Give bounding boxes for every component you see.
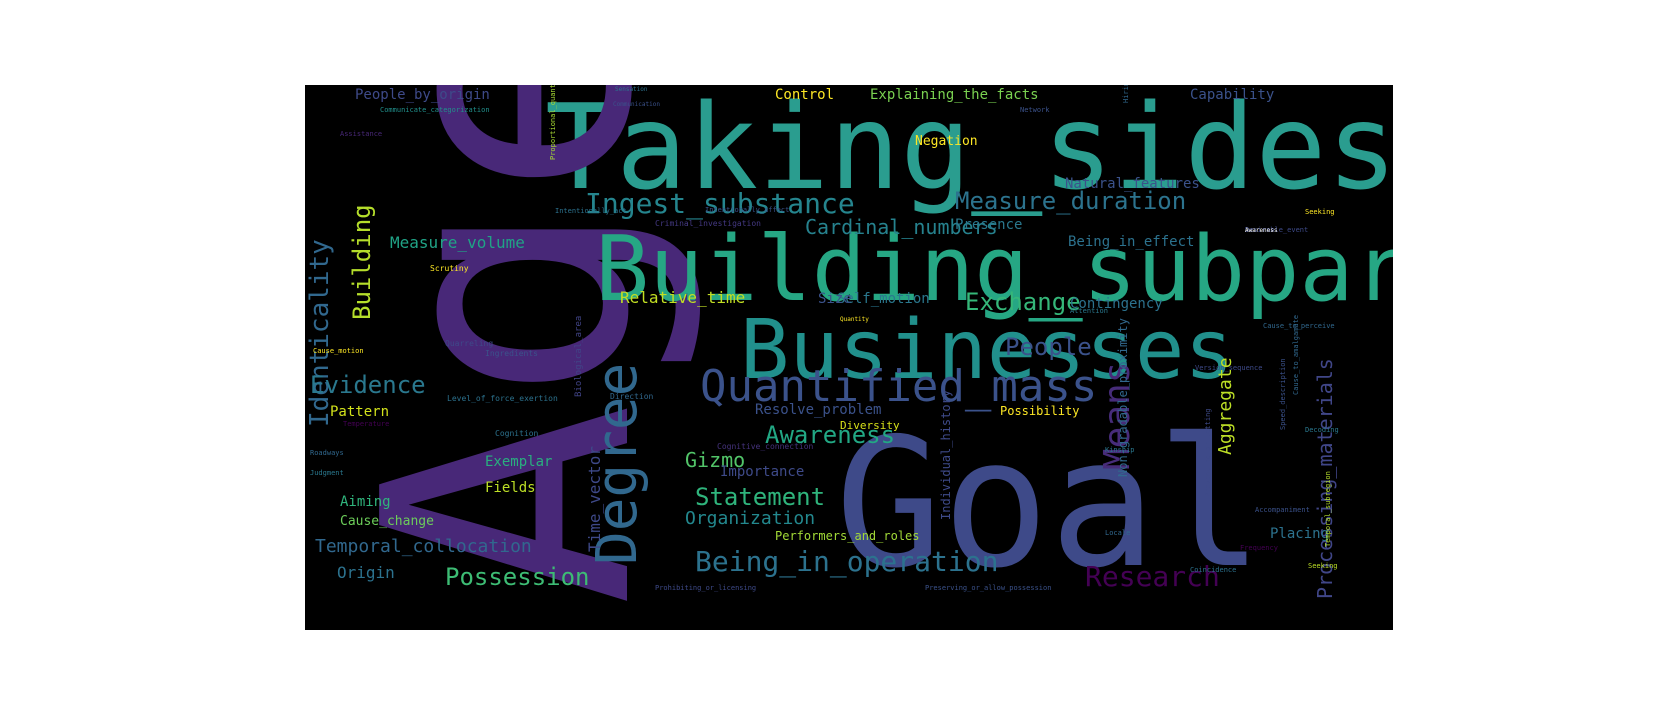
word-cloud-word: Preventing_or_letting [1204, 408, 1212, 497]
word-cloud-word: Preserving_or_allow_possession [925, 584, 1052, 592]
word-cloud-word: Exchange [965, 288, 1081, 316]
word-cloud-word: Communication [613, 101, 660, 108]
word-cloud-word: Taking_sides [545, 85, 1393, 216]
word-cloud-word: Assistance [340, 130, 383, 138]
word-cloud-word: Accompaniment [1255, 506, 1310, 514]
word-cloud-word: Coincidence [1190, 566, 1237, 574]
word-cloud-word: Cardinal_numbers [805, 215, 998, 239]
word-cloud-word: Resolve_problem [755, 402, 882, 418]
word-cloud-word: Attention [1070, 307, 1108, 315]
word-cloud-word: Size [818, 291, 852, 307]
word-cloud-word: Direction [610, 392, 654, 401]
word-cloud-word: Quantity [840, 316, 869, 323]
word-cloud-word: Time_vector [585, 446, 604, 552]
word-cloud-word: Network [1020, 106, 1050, 114]
word-cloud-word: Biological_area [574, 315, 584, 397]
word-cloud-word: Importance [720, 464, 805, 480]
word-cloud-word: Quarreling [445, 339, 494, 348]
word-cloud-word: Desirable_event [1245, 226, 1309, 234]
word-cloud-word: Aiming [340, 494, 391, 510]
word-cloud-word: Hiring [1122, 85, 1130, 103]
word-cloud-word: Temperature [343, 420, 390, 428]
word-cloud-word: Being_in_operation [695, 545, 999, 578]
word-cloud-word: Seeking [1308, 562, 1338, 570]
word-cloud-word: Relative_time [620, 288, 746, 307]
word-cloud-word: Possibility [1000, 404, 1080, 418]
word-cloud-word: Proportional_quantity [549, 85, 557, 160]
word-cloud-word: Control [775, 87, 835, 103]
word-cloud-word: Intentionally_affect [705, 206, 790, 214]
word-cloud-word: Ingredients [485, 349, 538, 358]
word-cloud-word: Gizmo [685, 448, 746, 472]
word-cloud-word: Quantified_mass [700, 361, 1098, 412]
word-cloud-word: Decoding [1305, 426, 1339, 434]
word-cloud-word: Prohibiting_or_licensing [655, 584, 757, 592]
word-cloud-word: Communicate_categorization [380, 106, 490, 114]
word-cloud-word: Ingest_substance [585, 187, 855, 220]
word-cloud-word: Diversity [840, 419, 900, 432]
word-cloud-word: Placing [1270, 526, 1330, 542]
word-cloud-word: Evidence [310, 371, 426, 399]
word-cloud-word: Frequency [1240, 544, 1278, 552]
word-cloud-word: Exemplar [485, 454, 553, 470]
word-cloud-word: Individual_history [939, 389, 953, 520]
word-cloud-word: Level_of_force_exertion [447, 394, 558, 403]
word-cloud-word: Self_motion [837, 291, 930, 307]
word-cloud-word: Capability [1190, 87, 1275, 103]
word-cloud-word: Temporal_collocation [315, 536, 532, 557]
word-cloud-word: Explaining_the_facts [870, 87, 1039, 103]
word-cloud-word: Judgment [310, 469, 344, 477]
word-cloud-word: Locale [1105, 529, 1131, 537]
word-cloud-word: Measure_volume [390, 233, 525, 252]
word-cloud-word: Research [1085, 560, 1220, 593]
word-cloud-word: Statement [695, 483, 826, 511]
word-cloud-word: Roadways [310, 449, 344, 457]
word-cloud-word: Criminal_investigation [655, 219, 761, 228]
word-cloud-word: Cognitive_connection [717, 442, 814, 451]
word-cloud: Taking_sidesAgeGoalBuilding_subpartsBusi… [305, 85, 1393, 630]
word-cloud-word: People_by_origin [355, 87, 490, 103]
word-cloud-word: Cause_to_amalgamate [1292, 314, 1300, 395]
word-cloud-word: Goal [835, 400, 1264, 607]
word-cloud-word: Kinship [1105, 446, 1135, 454]
word-cloud-word: Cognition [495, 429, 539, 438]
word-cloud-word: Version_sequence [1195, 364, 1263, 372]
word-cloud-word: Cause_to_perceive [1263, 322, 1335, 330]
word-cloud-word: Aggregate [1215, 357, 1236, 455]
word-cloud-word: Presence [955, 217, 1023, 233]
word-cloud-word: Seeking [1305, 208, 1335, 216]
word-cloud-word: Pattern [330, 404, 390, 420]
word-cloud-word: Temporal_subregion [1324, 471, 1332, 547]
word-cloud-word: Cause_change [340, 514, 434, 529]
word-cloud-word: Being_in_effect [1068, 234, 1195, 250]
word-cloud-word: Building [348, 204, 376, 320]
word-cloud-word: Performers_and_roles [775, 529, 920, 543]
word-cloud-word: Businesses [740, 303, 1234, 398]
word-cloud-word: Origin [337, 563, 395, 582]
word-cloud-word: Scrutiny [430, 264, 469, 273]
word-cloud-word: Contingency [1070, 296, 1163, 312]
word-cloud-word: Intentionally_act [555, 207, 627, 215]
word-cloud-word: Cause_motion [313, 347, 364, 355]
word-cloud-word: Negation [915, 134, 978, 149]
word-cloud-word: Natural_features [1065, 176, 1200, 192]
word-cloud-word: Possession [445, 563, 590, 591]
word-cloud-word: People [1005, 333, 1092, 361]
word-cloud-word: Measure_duration [955, 187, 1187, 215]
word-cloud-word: Sensation [615, 86, 648, 93]
word-cloud-word: Fields [485, 480, 536, 496]
word-cloud-word: Speed_description [1279, 358, 1287, 430]
word-cloud-word: Organization [685, 508, 816, 529]
word-cloud-word: Building_subparts [595, 217, 1393, 322]
word-cloud-word: Awareness [765, 421, 896, 449]
word-cloud-word: Awareness [1245, 227, 1278, 234]
